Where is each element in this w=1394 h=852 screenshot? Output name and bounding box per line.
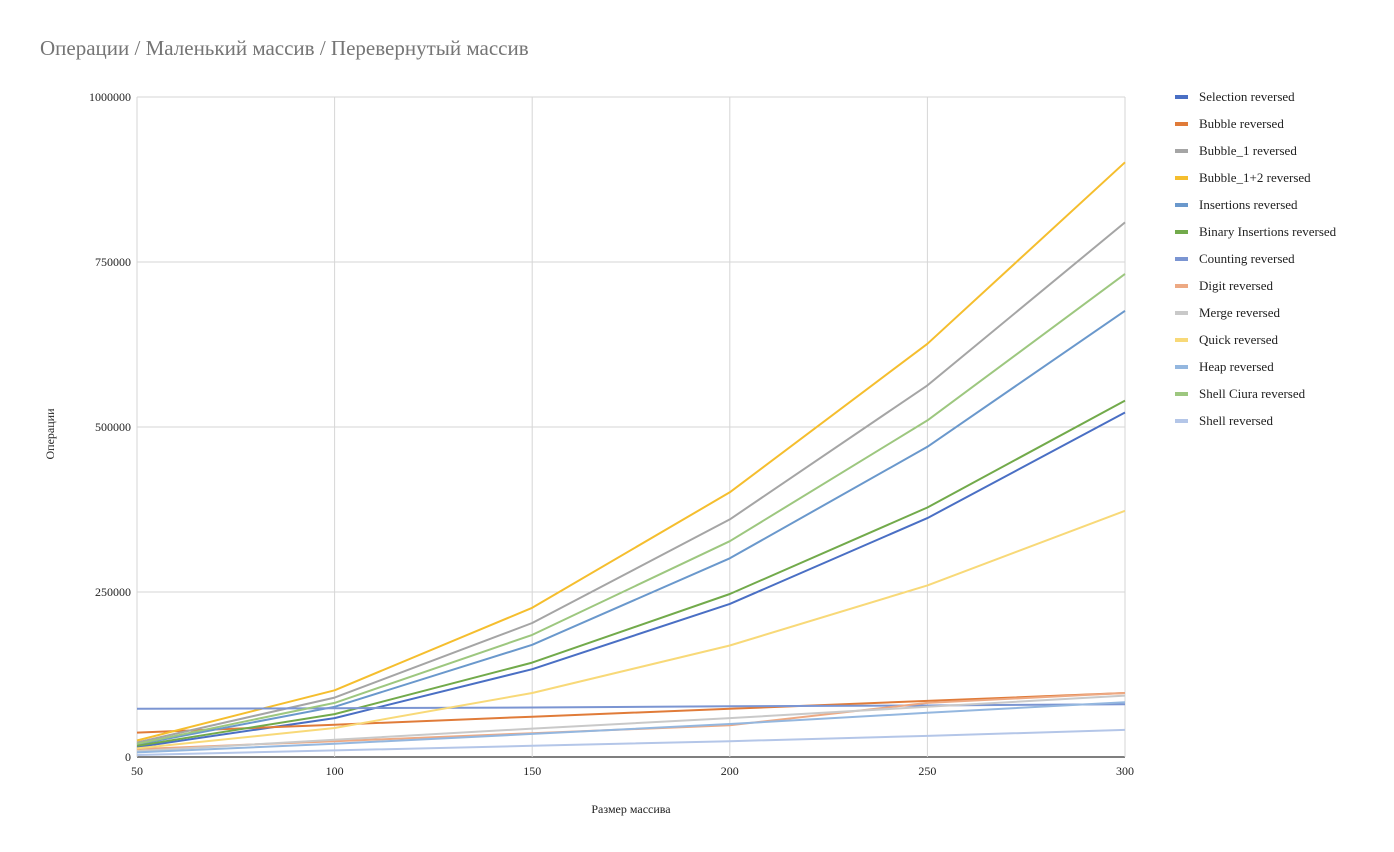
legend-label: Digit reversed [1199,278,1274,293]
x-tick-label: 100 [326,764,344,778]
legend-label: Bubble_1 reversed [1199,143,1297,158]
series-line-0 [136,411,1126,749]
series-line-3 [136,161,1126,742]
series-line-4 [136,309,1126,746]
y-tick-label: 0 [125,750,131,764]
legend-label: Binary Insertions reversed [1199,224,1337,239]
series-line-10 [136,701,1126,754]
legend-label: Shell Ciura reversed [1199,386,1306,401]
x-tick-label: 250 [918,764,936,778]
series-line-8 [136,694,1126,753]
legend-label: Bubble reversed [1199,116,1284,131]
y-tick-label: 750000 [95,255,131,269]
legend-label: Shell reversed [1199,413,1274,428]
legend-label: Counting reversed [1199,251,1295,266]
legend-label: Merge reversed [1199,305,1280,320]
y-tick-label: 1000000 [89,90,131,104]
legend-label: Bubble_1+2 reversed [1199,170,1311,185]
x-tick-label: 50 [131,764,143,778]
grid [136,96,1126,758]
legend-label: Insertions reversed [1199,197,1298,212]
y-axis-label: Операции [43,408,57,460]
x-tick-label: 150 [523,764,541,778]
legend: Selection reversed Bubble reversed Bubble_… [1175,89,1337,428]
x-axis-label: Размер массива [591,802,671,816]
x-tick-label: 200 [721,764,739,778]
series-lines [136,161,1126,756]
series-line-9 [136,509,1126,750]
series-line-11 [136,273,1126,745]
x-tick-label: 300 [1116,764,1134,778]
series-line-5 [136,399,1126,747]
legend-label: Quick reversed [1199,332,1279,347]
series-line-2 [136,221,1126,744]
x-axis-ticks: 50 100 150 200 250 300 [131,764,1134,778]
y-tick-label: 250000 [95,585,131,599]
series-line-12 [136,728,1126,756]
y-axis-ticks: 0 250000 500000 750000 1000000 [89,90,131,764]
legend-label: Selection reversed [1199,89,1295,104]
legend-label: Heap reversed [1199,359,1274,374]
y-tick-label: 500000 [95,420,131,434]
series-line-1 [136,692,1126,734]
chart-title: Операции / Маленький массив / Перевернут… [40,36,529,60]
